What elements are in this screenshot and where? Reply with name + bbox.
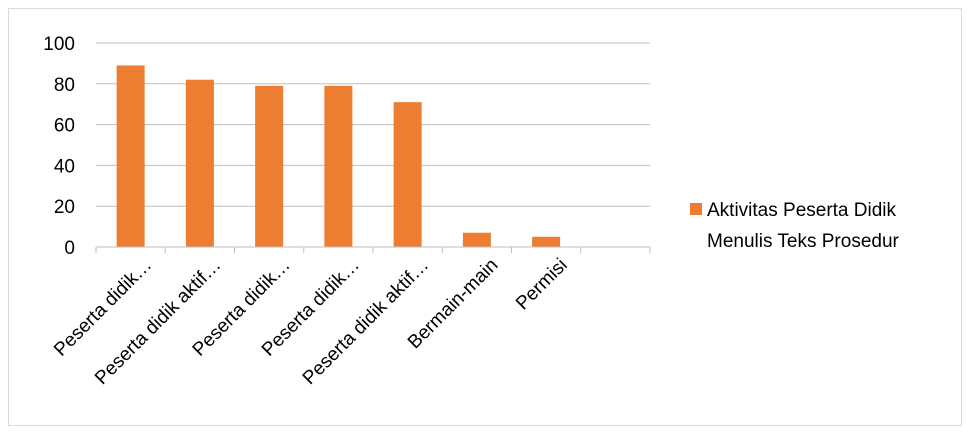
bar (462, 232, 491, 247)
y-tick-label: 40 (54, 156, 75, 177)
bar (185, 79, 214, 247)
y-tick-label: 60 (54, 116, 75, 137)
bar (324, 85, 353, 247)
bar (255, 85, 284, 247)
x-axis (95, 246, 651, 253)
y-tick-label: 80 (54, 75, 75, 96)
x-tick-label: Permisi (512, 255, 572, 315)
bars (116, 65, 561, 247)
x-tick-label: Peserta didik aktif… (299, 255, 433, 389)
legend-label-line-2: Menulis Teks Prosedur (707, 231, 900, 252)
bar (116, 65, 145, 247)
bar (532, 236, 561, 247)
y-tick-label: 100 (43, 34, 75, 55)
y-tick-label: 0 (64, 238, 75, 259)
legend: Aktivitas Peserta Didik Menulis Teks Pro… (690, 200, 900, 252)
bar (393, 102, 422, 247)
legend-swatch (690, 203, 702, 215)
y-axis-ticks: 0 20 40 60 80 100 (43, 34, 75, 259)
chart-frame (8, 8, 962, 426)
legend-label-line-1: Aktivitas Peserta Didik (707, 200, 897, 221)
x-axis-ticks: Peserta didik…Peserta didik aktif…Pesert… (50, 255, 571, 389)
y-tick-label: 20 (54, 197, 75, 218)
gridlines (96, 42, 650, 207)
x-tick-label: Peserta didik aktif… (91, 255, 225, 389)
